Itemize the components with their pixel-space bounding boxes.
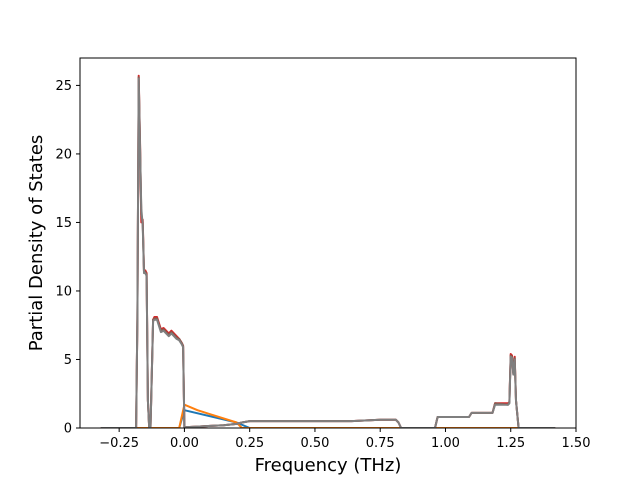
y-tick-label: 10 — [55, 284, 72, 299]
y-tick-label: 25 — [55, 79, 72, 94]
y-axis-title: Partial Density of States — [26, 135, 47, 352]
x-tick-label: 1.50 — [562, 436, 591, 451]
x-tick-label: 0.25 — [235, 436, 264, 451]
series-line-2 — [100, 403, 556, 428]
x-tick-label: 0.50 — [300, 436, 329, 451]
y-tick-label: 0 — [64, 422, 72, 437]
series-line-5 — [100, 77, 556, 428]
x-tick-label: 1.00 — [431, 436, 460, 451]
y-axis-ticks: 0 5 10 15 20 25 — [55, 79, 80, 437]
y-tick-label: 5 — [64, 353, 72, 368]
y-tick-label: 20 — [55, 147, 72, 162]
plot-background — [80, 58, 576, 428]
plot-frame — [79, 57, 577, 429]
y-tick-label: 15 — [55, 216, 72, 231]
x-tick-label: −0.25 — [99, 436, 139, 451]
x-axis-ticks: −0.25 0.00 0.25 0.50 0.75 1.00 1.25 1.50 — [99, 428, 590, 451]
x-tick-label: 0.75 — [366, 436, 395, 451]
series-layer — [100, 74, 556, 428]
series-line-1 — [100, 409, 556, 428]
x-tick-label: 1.25 — [496, 436, 525, 451]
x-tick-label: 0.00 — [170, 436, 199, 451]
x-axis-title: Frequency (THz) — [255, 455, 402, 476]
